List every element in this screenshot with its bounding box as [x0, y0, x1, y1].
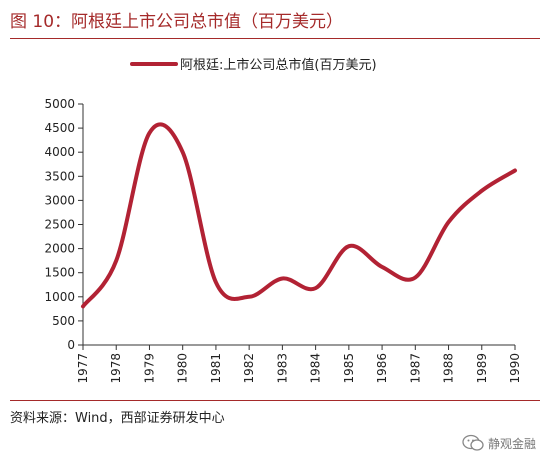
x-tick-label: 1990: [508, 353, 522, 384]
data-point: [147, 131, 151, 135]
x-tick-label: 1986: [375, 353, 389, 384]
y-tick-label: 2000: [44, 242, 75, 256]
y-tick-label: 1500: [44, 266, 75, 280]
data-point: [380, 265, 384, 269]
data-point: [447, 220, 451, 224]
title-divider: [10, 38, 540, 39]
x-tick-label: 1985: [342, 353, 356, 384]
x-tick-label: 1984: [309, 353, 323, 384]
x-tick-label: 1988: [442, 353, 456, 384]
x-tick-label: 1982: [242, 353, 256, 384]
y-tick-label: 3000: [44, 193, 75, 207]
x-tick-label: 1978: [109, 353, 123, 384]
y-tick-label: 2500: [44, 218, 75, 232]
figure-title: 图 10：阿根廷上市公司总市值（百万美元）: [10, 12, 344, 32]
data-point: [347, 244, 351, 248]
x-tick-label: 1980: [176, 353, 190, 384]
series-line: [81, 122, 517, 309]
data-point: [413, 276, 417, 280]
data-point: [114, 259, 118, 263]
data-point: [314, 286, 318, 290]
data-point: [513, 169, 517, 173]
y-tick-label: 5000: [44, 97, 75, 111]
y-tick-label: 3500: [44, 169, 75, 183]
data-point: [480, 189, 484, 193]
source-note: 资料来源：Wind，西部证券研发中心: [10, 411, 225, 426]
data-point: [214, 280, 218, 284]
data-point: [81, 304, 85, 308]
y-tick-label: 500: [52, 314, 75, 328]
chart-axes: 0 500 1000 1500 2000 2500 3000 3500 4000 4500 5000…: [44, 97, 522, 384]
x-tick-label: 1979: [142, 353, 156, 384]
x-tick-label: 1981: [209, 353, 223, 384]
chart-legend: 阿根廷:上市公司总市值(百万美元): [130, 57, 377, 73]
chart-plot-area: [81, 122, 517, 309]
y-tick-label: 0: [67, 338, 75, 352]
legend-label: 阿根廷:上市公司总市值(百万美元): [180, 57, 377, 73]
x-tick-label: 1987: [408, 353, 422, 384]
y-tick-label: 4500: [44, 121, 75, 135]
source-divider: [10, 400, 540, 401]
watermark: 静观金融: [462, 434, 536, 452]
y-tick-label: 4000: [44, 145, 75, 159]
x-tick-label: 1977: [76, 353, 90, 384]
data-point: [280, 276, 284, 280]
line-chart: 阿根廷:上市公司总市值(百万美元) 0 500 1000 1500 2000 2500 30…: [44, 57, 522, 384]
data-point: [181, 150, 185, 154]
wechat-icon: [462, 434, 484, 451]
x-tick-label: 1989: [475, 353, 489, 384]
watermark-label: 静观金融: [487, 436, 536, 451]
y-tick-label: 1000: [44, 290, 75, 304]
x-tick-label: 1983: [275, 353, 289, 384]
data-point: [247, 295, 251, 299]
